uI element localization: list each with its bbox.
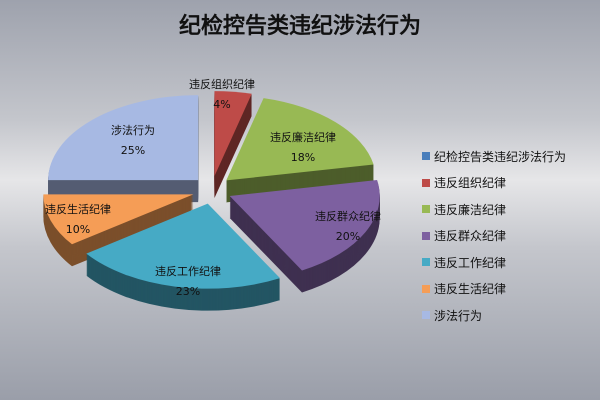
legend: 纪检控告类违纪涉法行为 违反组织纪律 违反廉洁纪律 违反群众纪律 违反工作纪律 违反生活纪… [422,143,566,329]
legend-swatch [422,284,430,293]
legend-label: 违反工作纪律 [434,255,507,270]
legend-item: 违反群众纪律 [422,223,566,250]
legend-label: 违反廉洁纪律 [434,202,507,217]
legend-label: 违反生活纪律 [434,282,507,297]
legend-label: 纪检控告类违纪涉法行为 [434,149,567,164]
pie-slice-top [214,91,252,177]
pie-slice-top [48,95,199,181]
legend-swatch [422,231,430,240]
legend-label: 涉法行为 [434,308,483,323]
data-label-life: 违反生活纪律 10% [45,203,111,236]
legend-label: 违反组织纪律 [434,176,507,191]
pie-slice-2 [226,98,374,203]
legend-swatch [422,178,430,187]
legend-swatch [422,311,430,320]
pie-slice-1 [214,91,252,199]
pie-slice-top [43,194,194,245]
data-label-integrity: 违反廉洁纪律 18% [270,131,336,164]
pie-slice-top [86,203,280,289]
data-label-legal: 涉法行为 25% [111,124,155,157]
pie-slice-top [229,180,380,271]
legend-swatch [422,258,430,267]
legend-item: 涉法行为 [422,302,566,329]
legend-label: 违反群众纪律 [434,229,507,244]
legend-item: 违反生活纪律 [422,276,566,303]
pie-slice-3 [229,180,380,293]
pie-slice-4 [86,203,280,311]
data-label-masses: 违反群众纪律 20% [315,210,381,243]
pie-slice-5 [43,194,194,267]
pie-slice-6 [48,95,199,203]
legend-swatch [422,152,430,161]
pie-slice-top [226,98,374,181]
legend-item: 违反廉洁纪律 [422,196,566,223]
chart-title: 纪检控告类违纪涉法行为 [178,13,421,39]
data-label-work: 违反工作纪律 23% [155,265,221,298]
legend-item: 违反组织纪律 [422,170,566,197]
legend-item: 违反工作纪律 [422,249,566,276]
legend-swatch [422,205,430,214]
data-label-organization: 违反组织纪律 4% [189,78,255,111]
legend-item: 纪检控告类违纪涉法行为 [422,143,566,170]
